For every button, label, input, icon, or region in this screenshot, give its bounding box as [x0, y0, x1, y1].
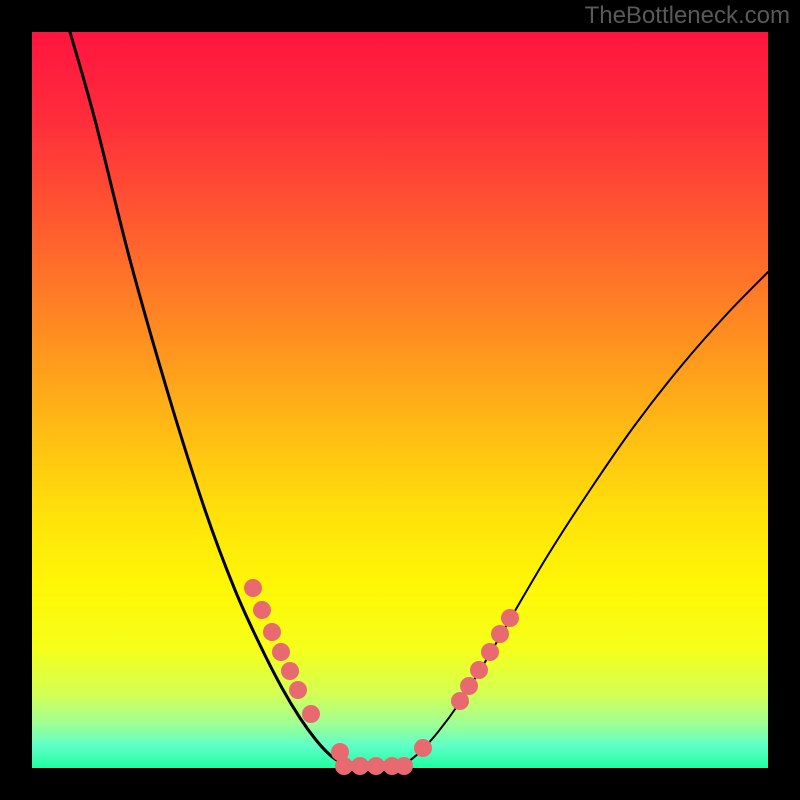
- marker-dot: [481, 643, 499, 661]
- marker-dot: [351, 757, 369, 775]
- marker-dot: [414, 739, 432, 757]
- bottleneck-chart: [0, 0, 800, 800]
- marker-dot: [281, 662, 299, 680]
- marker-dot: [367, 757, 385, 775]
- marker-dot: [470, 661, 488, 679]
- marker-dot: [451, 692, 469, 710]
- marker-dot: [302, 705, 320, 723]
- marker-dot: [501, 609, 519, 627]
- marker-dot: [244, 579, 262, 597]
- marker-dot: [460, 677, 478, 695]
- marker-dot: [289, 681, 307, 699]
- marker-dot: [253, 601, 271, 619]
- heat-gradient-plot: [32, 32, 768, 768]
- marker-dot: [335, 757, 353, 775]
- marker-dot: [272, 643, 290, 661]
- marker-dot: [491, 625, 509, 643]
- marker-dot: [263, 623, 281, 641]
- marker-dot: [395, 757, 413, 775]
- watermark-text: TheBottleneck.com: [585, 2, 790, 30]
